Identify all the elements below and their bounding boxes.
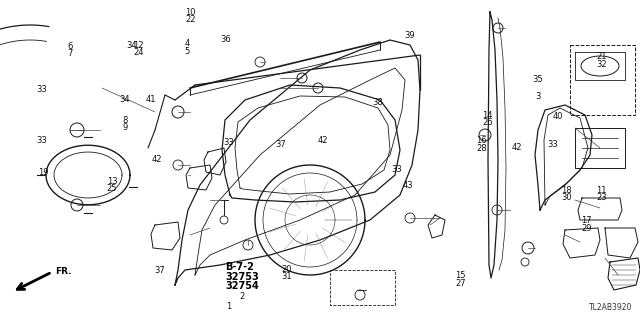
Text: 6: 6: [68, 42, 73, 51]
Text: 32754: 32754: [225, 281, 259, 292]
Text: 13: 13: [107, 177, 117, 186]
Text: 41: 41: [146, 95, 156, 104]
Text: 29: 29: [582, 224, 592, 233]
Text: 33: 33: [547, 140, 557, 149]
Text: 18: 18: [561, 186, 572, 195]
Text: 21: 21: [596, 52, 607, 61]
Text: 27: 27: [456, 279, 466, 288]
Text: 42: 42: [318, 136, 328, 145]
Text: 20: 20: [282, 265, 292, 274]
Text: 39: 39: [404, 31, 415, 40]
Text: 5: 5: [184, 47, 189, 56]
Text: 43: 43: [403, 181, 413, 190]
Text: 31: 31: [282, 272, 292, 281]
Text: 3: 3: [535, 92, 540, 100]
Text: 8: 8: [123, 116, 128, 124]
Text: FR.: FR.: [55, 268, 72, 276]
Text: 2: 2: [239, 292, 244, 301]
Text: 33: 33: [36, 136, 47, 145]
Text: 37: 37: [275, 140, 285, 149]
Text: 38: 38: [372, 98, 383, 107]
Text: 32: 32: [596, 60, 607, 68]
Text: 1: 1: [227, 302, 232, 311]
Text: 16: 16: [476, 136, 486, 145]
Text: 9: 9: [123, 123, 128, 132]
Text: 11: 11: [596, 186, 607, 195]
Text: 19: 19: [38, 168, 49, 177]
Text: 25: 25: [107, 184, 117, 193]
Text: 10: 10: [186, 8, 196, 17]
Text: 37: 37: [155, 266, 165, 275]
Text: 28: 28: [476, 144, 486, 153]
Text: 35: 35: [532, 75, 543, 84]
Text: TL2AB3920: TL2AB3920: [589, 303, 632, 312]
Text: 24: 24: [133, 48, 143, 57]
Text: B-7-2: B-7-2: [225, 262, 254, 272]
Text: 15: 15: [456, 271, 466, 280]
Text: 22: 22: [186, 15, 196, 24]
Text: 34: 34: [120, 95, 130, 104]
Text: 33: 33: [36, 85, 47, 94]
Text: 34: 34: [126, 41, 136, 50]
Text: 40: 40: [553, 112, 563, 121]
Text: 4: 4: [184, 39, 189, 48]
Text: 32753: 32753: [225, 272, 259, 282]
Text: 14: 14: [483, 111, 493, 120]
Text: 33: 33: [392, 165, 402, 174]
Text: 36: 36: [220, 35, 230, 44]
Text: 33: 33: [224, 138, 234, 147]
Text: 17: 17: [582, 216, 592, 225]
Text: 7: 7: [68, 49, 73, 58]
Text: 42: 42: [512, 143, 522, 152]
Text: 12: 12: [133, 41, 143, 50]
Text: 42: 42: [152, 155, 162, 164]
Text: 23: 23: [596, 193, 607, 202]
Text: 30: 30: [561, 193, 572, 202]
Text: 26: 26: [483, 118, 493, 127]
